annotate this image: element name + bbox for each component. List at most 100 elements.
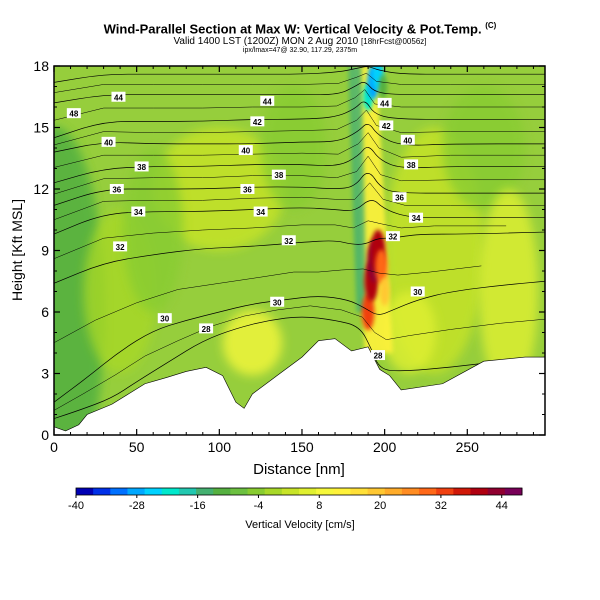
velocity-core-point xyxy=(378,74,388,99)
theta-contour-44 xyxy=(54,82,545,104)
chart-subtitle: ipx/lmax=47@ 32.90, 117.29, 2375m xyxy=(242,47,358,54)
field-patch xyxy=(54,127,104,435)
colorbar-swatch xyxy=(281,488,300,495)
colorbar-swatch xyxy=(247,488,266,495)
colorbar-swatch xyxy=(453,488,472,495)
theta-contours xyxy=(54,66,545,419)
contour-label-bg xyxy=(199,323,214,334)
colorbar-tick-label: -4 xyxy=(254,500,264,512)
colorbar-tick-label: 44 xyxy=(496,500,508,512)
y-tick-label: 12 xyxy=(33,181,49,197)
colorbar-swatch xyxy=(367,488,386,495)
contour-label: 40 xyxy=(104,138,113,147)
colorbar-tick-label: -28 xyxy=(129,500,145,512)
field-patch xyxy=(222,309,283,376)
colorbar-swatch xyxy=(178,488,197,495)
contour-label-bg xyxy=(400,134,415,145)
theta-contour-minor xyxy=(54,305,545,411)
contour-label: 38 xyxy=(274,171,283,180)
colorbar-swatch xyxy=(264,488,283,495)
theta-contour-minor xyxy=(54,109,545,146)
contour-label-bg xyxy=(385,231,400,242)
x-tick-label: 250 xyxy=(456,439,480,455)
contour-label: 36 xyxy=(112,186,121,195)
velocity-core-point xyxy=(379,277,390,306)
contour-label: 34 xyxy=(412,214,421,223)
y-tick-label: 3 xyxy=(41,366,49,382)
colorbar-swatch xyxy=(504,488,523,495)
contour-label: 32 xyxy=(116,243,125,252)
field-patch xyxy=(123,148,183,312)
contour-label-bg xyxy=(281,235,296,246)
theta-contour-28 xyxy=(54,316,545,419)
field-patch xyxy=(442,86,526,210)
contour-label-bg xyxy=(113,241,128,252)
chart-title: Wind-Parallel Section at Max W: Vertical… xyxy=(0,21,600,36)
colorbar-tick-label: -16 xyxy=(190,500,206,512)
theta-contour-42 xyxy=(54,101,545,139)
contour-label: 36 xyxy=(395,194,404,203)
contour-label-bg xyxy=(270,296,285,307)
colorbar-swatch xyxy=(196,488,214,495)
colorbar-swatch xyxy=(93,488,111,495)
contour-label-bg xyxy=(260,95,275,106)
x-tick-label: 100 xyxy=(208,439,232,455)
theta-contour-minor xyxy=(54,182,545,220)
contour-label-bg xyxy=(250,116,265,127)
terrain-mask xyxy=(54,338,545,435)
contour-label-bg xyxy=(371,350,386,361)
contour-label: 36 xyxy=(243,186,252,195)
colorbar-swatch xyxy=(401,488,420,495)
contour-label: 40 xyxy=(403,136,412,145)
contour-label-bg xyxy=(134,161,149,172)
y-tick-label: 0 xyxy=(41,427,49,443)
colorbar-tick-label: -40 xyxy=(68,500,84,512)
theta-contour-34 xyxy=(54,200,545,235)
x-tick-label: 150 xyxy=(290,439,314,455)
valid-time-line: Valid 1400 LST (1200Z) MON 2 Aug 2010 [1… xyxy=(0,36,600,47)
y-axis-label: Height [Kft MSL] xyxy=(9,199,25,301)
colorbar-swatch xyxy=(419,488,437,495)
contour-label-bg xyxy=(253,206,268,217)
colorbar-label: Vertical Velocity [cm/s] xyxy=(245,519,354,531)
x-tick-label: 50 xyxy=(129,439,145,455)
y-tick-label: 9 xyxy=(41,243,49,259)
title-text: Wind-Parallel Section at Max W: Vertical… xyxy=(103,21,482,37)
theta-contour-minor xyxy=(54,89,545,121)
colorbar-tick-label: 32 xyxy=(435,500,447,512)
colorbar: -40 -28 -16 -4 8 20 32 44 xyxy=(68,487,523,512)
contour-label: 44 xyxy=(380,99,389,108)
contour-labels: 44 44 44 48 42 42 40 40 40 38 38 38 36 36 36 34 34 34 32 32… xyxy=(66,91,425,361)
colorbar-swatch xyxy=(487,488,506,495)
theta-contour-minor xyxy=(54,155,545,195)
contour-label: 34 xyxy=(256,208,265,217)
contour-label-bg xyxy=(131,206,146,217)
contour-label: 38 xyxy=(407,161,416,170)
contour-label-bg xyxy=(271,169,286,180)
y-tick-label: 15 xyxy=(33,120,49,136)
contour-label: 30 xyxy=(413,288,422,297)
colorbar-swatch xyxy=(436,488,454,495)
theta-contour-36 xyxy=(54,173,545,206)
x-tick-label: 200 xyxy=(373,439,397,455)
colorbar-swatch xyxy=(213,488,231,495)
colorbar-swatch xyxy=(350,488,369,495)
contour-label: 32 xyxy=(284,237,293,246)
contour-label-bg xyxy=(101,136,116,147)
contour-label-bg xyxy=(379,120,394,131)
contour-label: 34 xyxy=(134,208,143,217)
theta-contour-30 xyxy=(54,280,545,403)
colorbar-tick-label: 8 xyxy=(316,500,322,512)
contour-label: 30 xyxy=(160,315,169,324)
theta-contour-40 xyxy=(54,124,545,153)
colorbar-swatch xyxy=(470,488,489,495)
colorbar-swatch xyxy=(230,488,249,495)
contour-label-bg xyxy=(410,286,425,297)
contour-label: 28 xyxy=(374,352,383,361)
contour-label: 44 xyxy=(263,97,272,106)
field-patch xyxy=(382,291,436,374)
contour-label-bg xyxy=(377,97,392,108)
theta-contour-38 xyxy=(54,147,545,184)
forecast-tag: [18hrFcst@0056z] xyxy=(361,37,427,46)
